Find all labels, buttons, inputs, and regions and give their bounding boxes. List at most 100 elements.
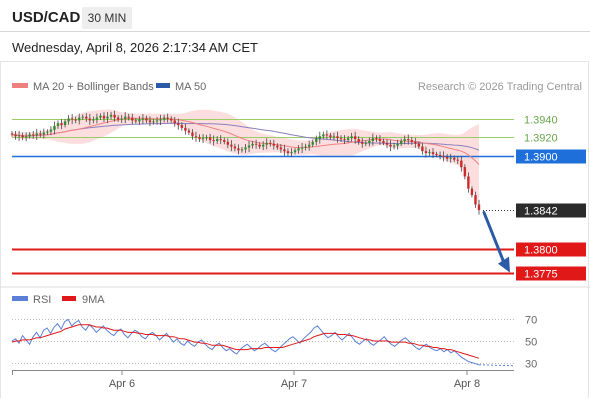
candle — [70, 113, 74, 125]
candle — [49, 126, 53, 136]
candle — [378, 135, 382, 145]
candle — [279, 144, 283, 153]
candle-body — [438, 154, 442, 156]
candle-body — [307, 144, 311, 147]
candle-body — [28, 134, 31, 137]
candle-body — [283, 149, 286, 152]
candle — [343, 135, 346, 145]
candle-body — [456, 159, 459, 161]
candle-body — [219, 139, 222, 141]
candle-body — [453, 157, 456, 160]
candle — [318, 131, 321, 144]
candle — [258, 142, 261, 149]
candle — [162, 114, 166, 123]
bollinger-band-fill — [12, 109, 479, 205]
candle-body — [304, 146, 307, 148]
candle — [201, 134, 205, 144]
candle-body — [70, 118, 74, 120]
candle-body — [116, 117, 120, 120]
candle — [177, 118, 180, 130]
bollinger-bands — [12, 109, 479, 205]
candle — [226, 138, 230, 149]
candle-body — [463, 167, 467, 177]
candle — [364, 140, 367, 147]
price-levels — [12, 119, 514, 275]
candle — [14, 130, 17, 140]
candle-body — [325, 134, 329, 136]
candle-body — [322, 134, 325, 137]
candle — [424, 146, 428, 158]
candle-body — [17, 135, 21, 137]
candle-body — [102, 115, 106, 119]
candle — [131, 113, 134, 125]
candle-body — [424, 151, 428, 154]
candle-body — [332, 136, 336, 138]
candle — [99, 113, 102, 120]
candle-body — [244, 147, 247, 150]
candle — [346, 135, 350, 143]
candle-body — [428, 152, 431, 154]
pivot-line-label: 1.3900 — [524, 152, 558, 164]
support-line-label: 1.3800 — [524, 245, 558, 257]
rsi-tick-label: 50 — [525, 337, 537, 349]
candle-body — [24, 136, 28, 138]
candle — [10, 131, 14, 137]
x-axis: Apr 6 Apr 7 Apr 8 — [12, 370, 514, 390]
candle-body — [329, 135, 332, 138]
forecast-arrow-head — [498, 256, 510, 273]
candle-body — [460, 160, 463, 168]
candles — [10, 110, 481, 215]
candle — [290, 148, 293, 158]
candle-body — [470, 188, 474, 196]
symbol-title: USD/CAD — [12, 9, 81, 26]
candle — [78, 113, 81, 125]
candle — [431, 148, 435, 159]
candle — [336, 131, 339, 143]
candle — [399, 138, 403, 147]
candle-body — [343, 139, 346, 141]
candle-body — [145, 118, 148, 121]
timeframe-button[interactable]: 30 MIN — [82, 7, 132, 29]
chart-frame — [0, 61, 589, 398]
candle — [102, 112, 106, 123]
candle — [435, 151, 438, 158]
candle-body — [177, 123, 180, 126]
candle-body — [208, 137, 212, 141]
level-labels: 1.3940 1.3920 1.3900 1.3800 1.3775 1.3842 — [516, 115, 586, 281]
support-line-tag — [516, 266, 586, 281]
candle — [230, 140, 233, 152]
resistance-label: 1.3920 — [524, 133, 558, 145]
candle-body — [290, 152, 293, 154]
candle — [389, 140, 392, 152]
candle — [180, 122, 184, 131]
candle — [438, 151, 442, 160]
forecast-arrow — [482, 211, 510, 273]
candle — [474, 191, 477, 208]
candle-body — [421, 146, 424, 152]
candle-body — [138, 119, 141, 122]
candle-body — [180, 125, 184, 128]
candle-body — [361, 141, 364, 144]
x-tick-label: Apr 8 — [454, 378, 480, 390]
candle — [325, 130, 329, 140]
pivot-line-tag — [516, 149, 586, 164]
candle-body — [385, 142, 389, 145]
candle-body — [124, 116, 127, 119]
candle — [56, 120, 60, 129]
candle-body — [261, 144, 265, 147]
candle — [392, 142, 396, 150]
candle-body — [162, 117, 166, 120]
candle — [297, 144, 300, 154]
candle-body — [166, 117, 169, 119]
candle-body — [191, 132, 194, 137]
candle-body — [371, 138, 375, 141]
candle — [470, 186, 474, 198]
candle-body — [311, 141, 314, 145]
candle — [116, 115, 120, 122]
candle — [184, 123, 187, 135]
rsi-ma-legend-swatch — [62, 296, 76, 301]
candle-body — [92, 119, 95, 121]
candle-body — [170, 118, 173, 121]
candle-body — [276, 145, 279, 148]
candle-body — [269, 142, 272, 144]
